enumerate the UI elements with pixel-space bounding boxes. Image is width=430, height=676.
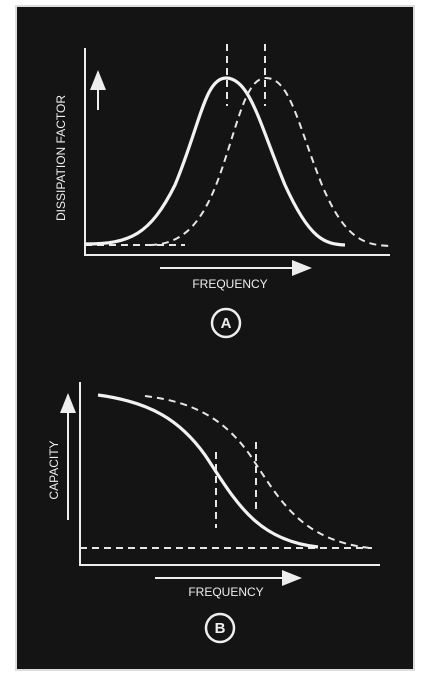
solid-curve (84, 76, 346, 247)
panel-background (15, 5, 415, 671)
dashed-curve (144, 395, 371, 549)
y-label: DISSIPATION FACTOR (54, 95, 68, 221)
x-label: FREQUENCY (192, 277, 267, 291)
label-circle (204, 612, 236, 644)
panel-label: B (215, 620, 226, 637)
x-label: FREQUENCY (188, 585, 263, 599)
label-circle (210, 307, 242, 339)
solid-curve (97, 393, 319, 549)
axes (84, 48, 390, 256)
panel-a: DISSIPATION FACTOR FREQUENCY A (54, 44, 391, 339)
panel-label: A (221, 315, 232, 332)
y-label: CAPACITY (47, 440, 61, 499)
panel-b: CAPACITY FREQUENCY B (47, 382, 380, 644)
axes (79, 382, 380, 566)
dashed-curve (149, 76, 391, 247)
